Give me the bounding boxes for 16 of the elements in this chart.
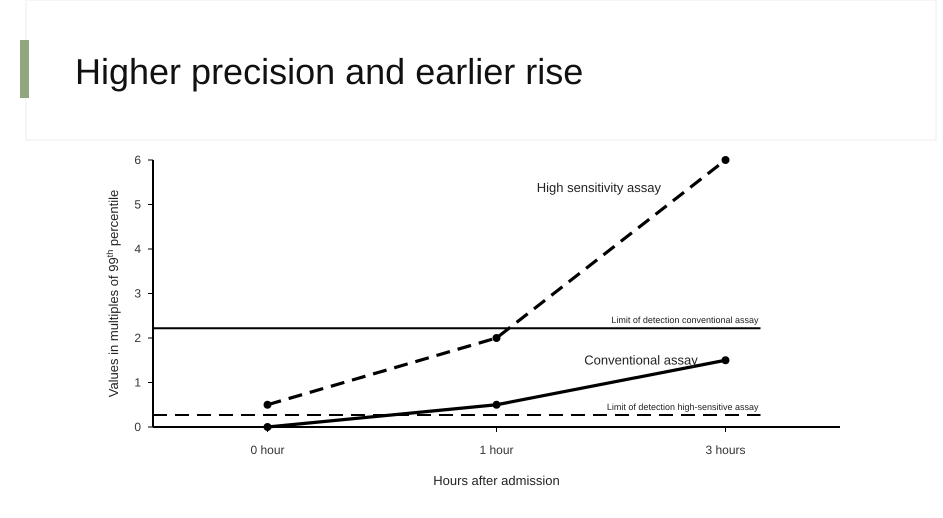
y-tick-label: 0 <box>134 420 142 434</box>
y-tick-label: 6 <box>134 153 142 167</box>
ref-line-label: Limit of detection conventional assay <box>611 315 759 326</box>
y-tick-label: 2 <box>134 331 142 345</box>
x-tick-label: 1 hour <box>479 443 514 457</box>
chart-title: Higher precision and earlier rise <box>75 51 584 92</box>
series-label: High sensitivity assay <box>536 180 662 195</box>
x-axis-title: Hours after admission <box>433 473 560 488</box>
x-tick-label: 0 hour <box>250 443 285 457</box>
x-tick-label: 3 hours <box>705 443 746 457</box>
ref-line-label: Limit of detection high-sensitive assay <box>606 402 759 412</box>
y-tick-label: 3 <box>134 286 142 300</box>
y-tick-label: 1 <box>134 376 142 390</box>
y-tick-label: 5 <box>134 198 142 212</box>
y-tick-label: 4 <box>134 242 142 256</box>
series-label: Conventional assay <box>584 352 698 368</box>
